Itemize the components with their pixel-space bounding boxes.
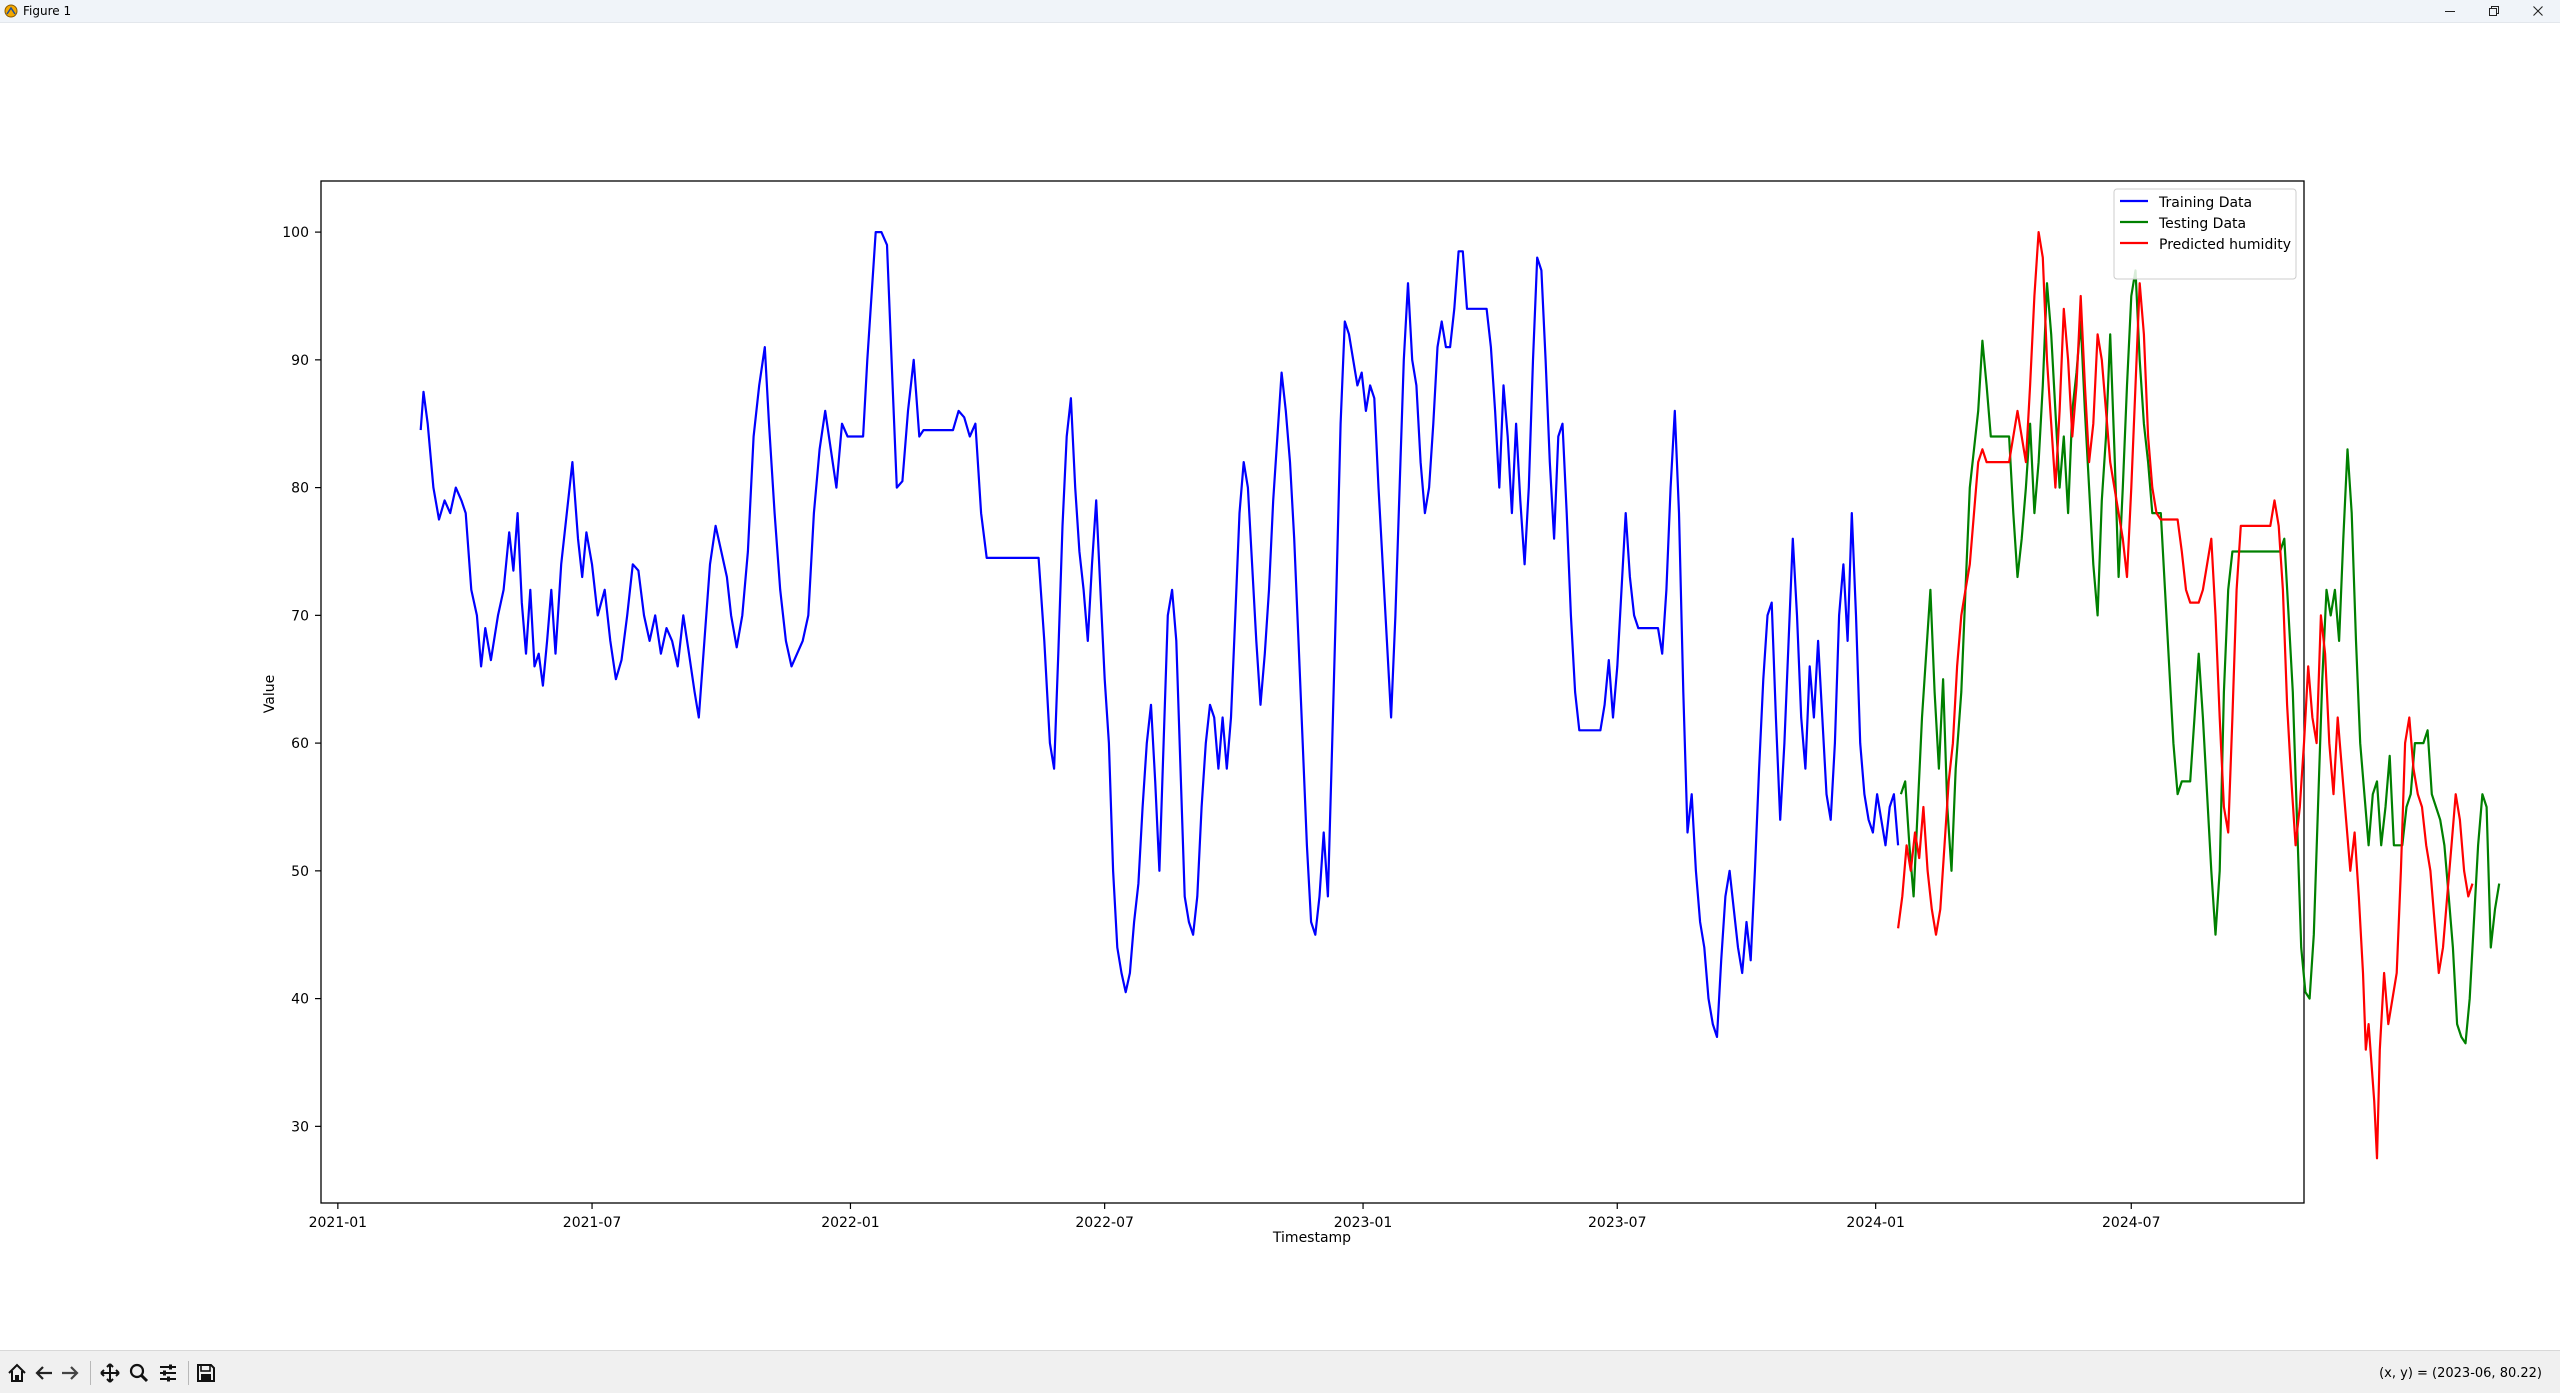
toolbar-separator: [90, 1361, 91, 1385]
pan-icon[interactable]: [96, 1359, 124, 1387]
app-icon: [4, 4, 18, 18]
legend-label-testing: Testing Data: [2158, 216, 2246, 232]
x-tick-label: 2021-07: [563, 1215, 622, 1231]
series-line-training-data: [419, 231, 1900, 1039]
cursor-coordinates: (x, y) = (2023-06, 80.22): [2379, 1366, 2542, 1381]
minimize-icon[interactable]: [2428, 0, 2472, 22]
y-axis-label: Value: [262, 675, 278, 713]
x-tick-label: 2024-07: [2102, 1215, 2161, 1231]
restore-icon[interactable]: [2472, 0, 2516, 22]
x-axis-label: Timestamp: [1272, 1230, 1351, 1246]
y-tick-label: 100: [282, 225, 309, 241]
window-titlebar: Figure 1: [0, 0, 2560, 23]
legend-label-training: Training Data: [2158, 195, 2252, 211]
series-line-testing-data: [1899, 269, 2501, 1045]
y-tick-label: 90: [291, 353, 309, 369]
legend: Training Data Testing Data Predicted hum…: [2113, 188, 2297, 280]
legend-frame: [2113, 188, 2297, 280]
axes-frame: [320, 180, 2305, 1204]
x-tick-label: 2022-07: [1075, 1215, 1134, 1231]
y-tick-label: 50: [291, 864, 309, 880]
y-tick-label: 60: [291, 736, 309, 752]
toolbar-separator: [188, 1361, 189, 1385]
y-tick-label: 80: [291, 481, 309, 497]
y-axis-ticks: 30 40 50 60 70 80 90 100: [282, 225, 321, 1135]
y-tick-label: 30: [291, 1119, 309, 1135]
window-title: Figure 1: [23, 4, 72, 18]
legend-label-predicted: Predicted humidity: [2159, 237, 2291, 253]
save-icon[interactable]: [192, 1359, 220, 1387]
configure-subplots-icon[interactable]: [154, 1359, 182, 1387]
x-tick-label: 2023-07: [1588, 1215, 1647, 1231]
x-tick-label: 2024-01: [1846, 1215, 1905, 1231]
figure-canvas: 2021-01 2021-07 2022-01 2022-07 2023-01 2023-…: [262, 180, 2501, 1246]
navigation-toolbar: (x, y) = (2023-06, 80.22): [0, 1350, 2560, 1393]
y-tick-label: 40: [291, 992, 309, 1008]
back-icon[interactable]: [30, 1359, 58, 1387]
series-layer: [419, 231, 2501, 1160]
home-icon[interactable]: [3, 1359, 31, 1387]
zoom-icon[interactable]: [125, 1359, 153, 1387]
x-tick-label: 2022-01: [821, 1215, 880, 1231]
forward-icon[interactable]: [56, 1359, 84, 1387]
series-line-predicted-humidity: [1897, 231, 2474, 1160]
x-axis-ticks: 2021-01 2021-07 2022-01 2022-07 2023-01 2023-…: [309, 1203, 2161, 1231]
x-tick-label: 2023-01: [1334, 1215, 1393, 1231]
y-tick-label: 70: [291, 608, 309, 624]
x-tick-label: 2021-01: [309, 1215, 368, 1231]
close-icon[interactable]: [2516, 0, 2560, 22]
